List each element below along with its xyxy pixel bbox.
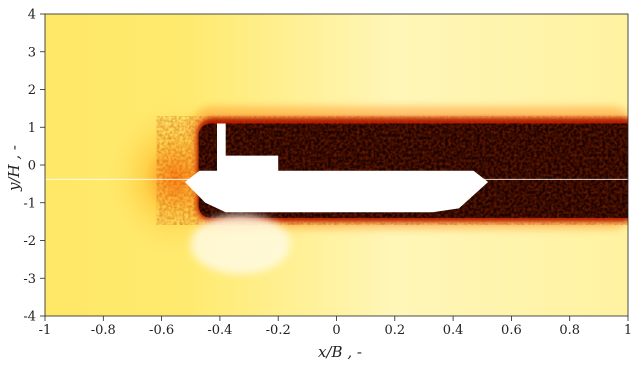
pale-region <box>190 214 291 275</box>
y-tick-label: -3 <box>23 272 36 287</box>
y-tick-label: 4 <box>28 8 36 23</box>
x-tick-label: -0.4 <box>207 323 232 338</box>
y-tick-label: 0 <box>28 159 36 174</box>
y-tick-label: -2 <box>23 234 36 249</box>
x-tick-label: -0.6 <box>149 323 174 338</box>
x-tick-label: 0.6 <box>501 323 522 338</box>
y-tick-label: 2 <box>28 83 36 98</box>
y-tick-label: 3 <box>28 45 36 60</box>
body-shape <box>184 123 489 213</box>
y-axis: 4 3 2 1 0 -1 -2 -3 -4 <box>23 8 45 325</box>
y-tick-label: -4 <box>23 310 36 325</box>
plot-area <box>45 14 628 316</box>
x-tick-label: 0.8 <box>559 323 580 338</box>
x-axis-label: x/B , - <box>318 343 362 361</box>
y-tick-label: 1 <box>28 121 36 136</box>
x-axis: -1 -0.8 -0.6 -0.4 -0.2 0 0.2 0.4 0.6 0.8 1 <box>39 316 632 338</box>
x-tick-label: 0.2 <box>384 323 405 338</box>
x-tick-label: 0.4 <box>443 323 464 338</box>
x-tick-label: 1 <box>624 323 632 338</box>
x-tick-label: -0.2 <box>266 323 291 338</box>
y-tick-label: -1 <box>23 196 36 211</box>
x-tick-label: -0.8 <box>91 323 116 338</box>
x-tick-label: -1 <box>39 323 52 338</box>
y-axis-label: y/H , - <box>5 145 23 192</box>
x-tick-label: 0 <box>332 323 340 338</box>
